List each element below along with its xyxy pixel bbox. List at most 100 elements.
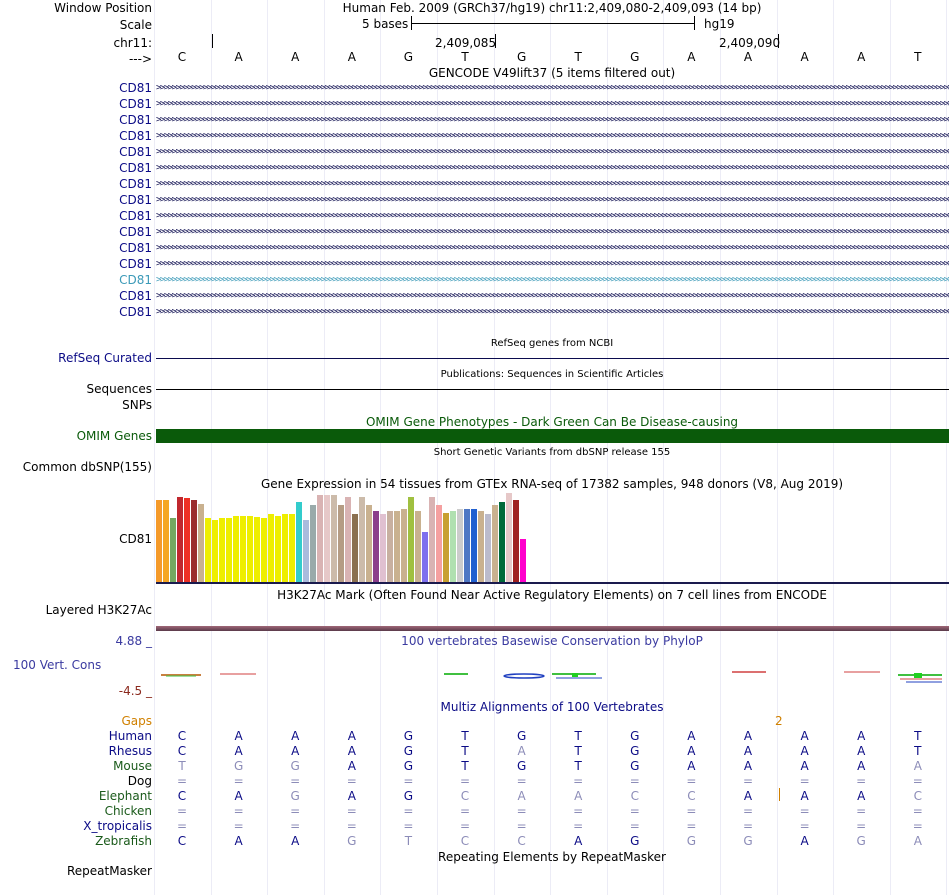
species-label[interactable]: X_tropicalis xyxy=(83,819,152,833)
gtex-tissue-bar[interactable] xyxy=(324,495,330,582)
gencode-transcript-line[interactable]: >>>>>>>>>>>>>>>>>>>>>>>>>>>>>>>>>>>>>>>>… xyxy=(156,308,949,317)
gtex-tissue-bar[interactable] xyxy=(268,514,274,582)
gtex-tissue-bar[interactable] xyxy=(289,514,295,582)
gencode-transcript-line[interactable]: >>>>>>>>>>>>>>>>>>>>>>>>>>>>>>>>>>>>>>>>… xyxy=(156,84,949,93)
gtex-tissue-bar[interactable] xyxy=(247,516,253,582)
gtex-tissue-bar[interactable] xyxy=(415,511,421,582)
window-position-label[interactable]: Window Position xyxy=(54,1,152,15)
gtex-tissue-bar[interactable] xyxy=(345,497,351,582)
gtex-tissue-bar[interactable] xyxy=(184,498,190,582)
gtex-tissue-bar[interactable] xyxy=(380,514,386,582)
species-label[interactable]: Human xyxy=(108,729,152,743)
gtex-tissue-bar[interactable] xyxy=(373,511,379,582)
gencode-transcript-line[interactable]: >>>>>>>>>>>>>>>>>>>>>>>>>>>>>>>>>>>>>>>>… xyxy=(156,180,949,189)
gtex-track-label[interactable]: CD81 xyxy=(119,532,152,546)
gencode-transcript-line[interactable]: >>>>>>>>>>>>>>>>>>>>>>>>>>>>>>>>>>>>>>>>… xyxy=(156,116,949,125)
gtex-tissue-bar[interactable] xyxy=(261,518,267,582)
gencode-item-label[interactable]: CD81 xyxy=(119,145,152,159)
gtex-tissue-bar[interactable] xyxy=(254,517,260,582)
gencode-item-label[interactable]: CD81 xyxy=(119,305,152,319)
gtex-expression-chart[interactable] xyxy=(156,493,536,582)
gencode-transcript-line[interactable]: >>>>>>>>>>>>>>>>>>>>>>>>>>>>>>>>>>>>>>>>… xyxy=(156,212,949,221)
gencode-transcript-line[interactable]: >>>>>>>>>>>>>>>>>>>>>>>>>>>>>>>>>>>>>>>>… xyxy=(156,100,949,109)
gtex-tissue-bar[interactable] xyxy=(464,509,470,582)
gtex-tissue-bar[interactable] xyxy=(457,509,463,582)
gtex-tissue-bar[interactable] xyxy=(170,518,176,582)
gencode-item-label[interactable]: CD81 xyxy=(119,193,152,207)
gtex-tissue-bar[interactable] xyxy=(429,497,435,582)
gencode-transcript-line[interactable]: >>>>>>>>>>>>>>>>>>>>>>>>>>>>>>>>>>>>>>>>… xyxy=(156,228,949,237)
gtex-tissue-bar[interactable] xyxy=(212,520,218,582)
gtex-tissue-bar[interactable] xyxy=(436,505,442,582)
gtex-tissue-bar[interactable] xyxy=(513,500,519,582)
conservation-track-label[interactable]: 100 Vert. Cons xyxy=(13,658,102,672)
gencode-item-label[interactable]: CD81 xyxy=(119,161,152,175)
gtex-tissue-bar[interactable] xyxy=(450,511,456,582)
species-label[interactable]: Dog xyxy=(127,774,152,788)
gencode-transcript-line[interactable]: >>>>>>>>>>>>>>>>>>>>>>>>>>>>>>>>>>>>>>>>… xyxy=(156,132,949,141)
gtex-tissue-bar[interactable] xyxy=(163,500,169,582)
h3k27ac-track-label[interactable]: Layered H3K27Ac xyxy=(45,603,152,617)
omim-gene-bar[interactable] xyxy=(156,429,949,443)
gtex-tissue-bar[interactable] xyxy=(282,514,288,582)
gtex-tissue-bar[interactable] xyxy=(205,518,211,582)
gtex-tissue-bar[interactable] xyxy=(310,505,316,582)
gencode-item-label[interactable]: CD81 xyxy=(119,273,152,287)
gencode-transcript-line[interactable]: >>>>>>>>>>>>>>>>>>>>>>>>>>>>>>>>>>>>>>>>… xyxy=(156,276,949,285)
scale-label[interactable]: Scale xyxy=(119,18,152,32)
gencode-transcript-line[interactable]: >>>>>>>>>>>>>>>>>>>>>>>>>>>>>>>>>>>>>>>>… xyxy=(156,196,949,205)
gtex-tissue-bar[interactable] xyxy=(240,516,246,582)
gtex-tissue-bar[interactable] xyxy=(366,505,372,582)
gtex-tissue-bar[interactable] xyxy=(191,500,197,582)
gtex-tissue-bar[interactable] xyxy=(233,516,239,582)
strand-direction-label[interactable]: ---> xyxy=(128,52,152,66)
gaps-label[interactable]: Gaps xyxy=(121,714,152,728)
refseq-track-label[interactable]: RefSeq Curated xyxy=(58,351,152,365)
gtex-tissue-bar[interactable] xyxy=(478,511,484,582)
conservation-plot[interactable] xyxy=(156,665,949,687)
gtex-tissue-bar[interactable] xyxy=(471,509,477,582)
gencode-item-label[interactable]: CD81 xyxy=(119,129,152,143)
gencode-item-label[interactable]: CD81 xyxy=(119,289,152,303)
gtex-tissue-bar[interactable] xyxy=(485,514,491,582)
gencode-item-label[interactable]: CD81 xyxy=(119,81,152,95)
gtex-tissue-bar[interactable] xyxy=(506,493,512,582)
gencode-transcript-line[interactable]: >>>>>>>>>>>>>>>>>>>>>>>>>>>>>>>>>>>>>>>>… xyxy=(156,260,949,269)
gtex-tissue-bar[interactable] xyxy=(226,518,232,582)
gencode-transcript-line[interactable]: >>>>>>>>>>>>>>>>>>>>>>>>>>>>>>>>>>>>>>>>… xyxy=(156,164,949,173)
gtex-tissue-bar[interactable] xyxy=(499,502,505,582)
gtex-tissue-bar[interactable] xyxy=(156,500,162,582)
gencode-item-label[interactable]: CD81 xyxy=(119,97,152,111)
species-label[interactable]: Zebrafish xyxy=(95,834,152,848)
gtex-tissue-bar[interactable] xyxy=(275,516,281,582)
gencode-item-label[interactable]: CD81 xyxy=(119,257,152,271)
species-label[interactable]: Mouse xyxy=(113,759,152,773)
gtex-tissue-bar[interactable] xyxy=(177,497,183,582)
gtex-tissue-bar[interactable] xyxy=(317,495,323,582)
gencode-item-label[interactable]: CD81 xyxy=(119,177,152,191)
gtex-tissue-bar[interactable] xyxy=(359,497,365,582)
gtex-tissue-bar[interactable] xyxy=(443,513,449,582)
gtex-tissue-bar[interactable] xyxy=(198,504,204,582)
refseq-gene-line[interactable] xyxy=(156,358,949,359)
repeatmasker-track-label[interactable]: RepeatMasker xyxy=(66,864,152,878)
gencode-transcript-line[interactable]: >>>>>>>>>>>>>>>>>>>>>>>>>>>>>>>>>>>>>>>>… xyxy=(156,292,949,301)
snps-track-label[interactable]: SNPs xyxy=(122,398,152,412)
publications-line[interactable] xyxy=(156,389,949,390)
gtex-tissue-bar[interactable] xyxy=(219,518,225,582)
gencode-transcript-line[interactable]: >>>>>>>>>>>>>>>>>>>>>>>>>>>>>>>>>>>>>>>>… xyxy=(156,244,949,253)
gtex-tissue-bar[interactable] xyxy=(492,505,498,582)
gtex-tissue-bar[interactable] xyxy=(296,502,302,582)
gencode-item-label[interactable]: CD81 xyxy=(119,209,152,223)
gtex-tissue-bar[interactable] xyxy=(401,509,407,582)
species-label[interactable]: Elephant xyxy=(98,789,152,803)
gencode-item-label[interactable]: CD81 xyxy=(119,225,152,239)
gtex-tissue-bar[interactable] xyxy=(520,539,526,582)
gencode-transcript-line[interactable]: >>>>>>>>>>>>>>>>>>>>>>>>>>>>>>>>>>>>>>>>… xyxy=(156,148,949,157)
gtex-tissue-bar[interactable] xyxy=(338,505,344,582)
h3k27ac-signal-bar[interactable] xyxy=(156,626,949,631)
species-label[interactable]: Chicken xyxy=(104,804,152,818)
gtex-tissue-bar[interactable] xyxy=(352,514,358,582)
gencode-item-label[interactable]: CD81 xyxy=(119,113,152,127)
publications-track-label[interactable]: Sequences xyxy=(86,382,152,396)
